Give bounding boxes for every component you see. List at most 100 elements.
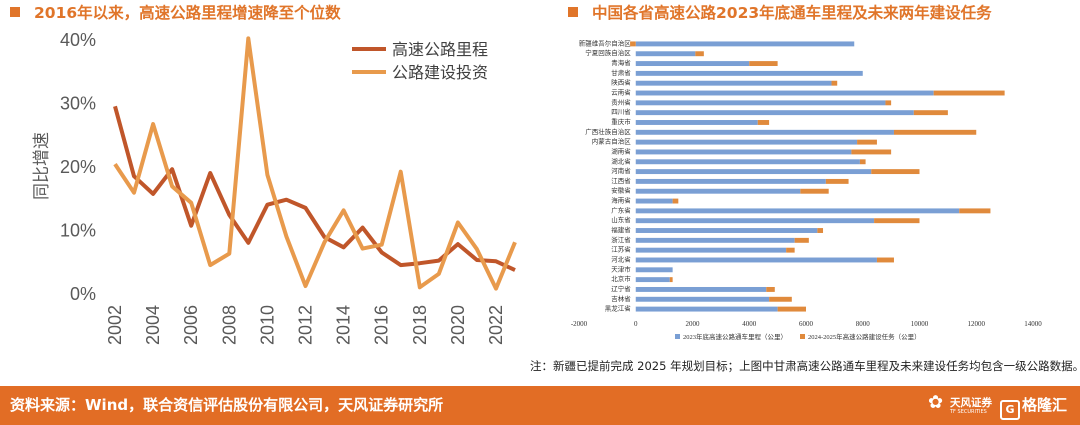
bar-task <box>933 90 1005 96</box>
gelonghui-logo-text: 格隆汇 <box>1022 396 1068 414</box>
x-tick-label: 10000 <box>911 320 929 328</box>
category-label: 云南省 <box>611 88 631 97</box>
left-chart-title: 2016年以来，高速公路里程增速降至个位数 <box>10 2 341 24</box>
bar-task <box>825 178 849 184</box>
bar-task <box>913 110 948 116</box>
bar-existing <box>635 286 767 292</box>
g-mark-icon: G <box>1000 400 1020 420</box>
x-tick-label: -2000 <box>571 320 588 328</box>
bar-existing <box>635 267 673 273</box>
legend-label-1: 2023年底高速公路通车里程（公里） <box>683 332 787 341</box>
growth-line-chart: 0% 10% 20% 30% 40% 2002 2004 2006 2008 2010 2012 20… <box>32 30 517 345</box>
legend-swatch-2 <box>800 334 805 339</box>
bar-existing <box>635 120 758 125</box>
bar-existing <box>635 80 832 86</box>
category-label: 福建省 <box>611 225 631 234</box>
flower-icon: ✿ <box>928 392 944 413</box>
x-tick-label: 0 <box>634 320 638 328</box>
x-tick-label: 2010 <box>257 305 277 345</box>
category-label: 湖北省 <box>611 156 631 165</box>
legend-label-2: 2024-2025年高速公路建设任务（公里） <box>808 332 921 341</box>
category-label: 天津市 <box>611 264 631 273</box>
bar-existing <box>635 149 852 155</box>
category-label: 新疆维吾尔自治区 <box>579 38 632 47</box>
x-tick-label: 4000 <box>742 320 757 328</box>
bar-existing <box>635 129 894 135</box>
bar-existing <box>635 218 875 224</box>
y-tick-label: 30% <box>60 94 96 114</box>
bar-task <box>859 159 866 165</box>
legend-swatch-1 <box>675 334 680 339</box>
category-label: 陕西省 <box>611 78 631 87</box>
bar-task <box>757 120 770 125</box>
x-tick-label: 2014 <box>334 305 354 345</box>
x-tick-label: 8000 <box>856 320 871 328</box>
footnote: 注：新疆已提前完成 2025 年规划目标；上图中甘肃高速公路通车里程及未来建设任… <box>530 359 1080 373</box>
category-label: 河北省 <box>611 254 631 263</box>
footer-bar: 资料来源：Wind，联合资信评估股份有限公司，天风证券研究所 ✿ 天风证券 TF… <box>0 386 1080 425</box>
source-text: 资料来源：Wind，联合资信评估股份有限公司，天风证券研究所 <box>10 396 444 414</box>
x-tick-label: 2002 <box>105 305 125 345</box>
bar-task <box>672 198 679 204</box>
bar-task <box>817 228 824 233</box>
x-tick-label: 2004 <box>143 305 163 345</box>
tf-logo-cn: 天风证券 <box>950 397 992 409</box>
bar-existing <box>635 296 770 302</box>
bar-task <box>786 247 795 253</box>
x-tick-label: 2022 <box>486 305 506 345</box>
category-label: 江苏省 <box>611 245 631 254</box>
category-label: 浙江省 <box>611 235 631 244</box>
bar-existing <box>635 188 801 194</box>
category-label: 江西省 <box>611 176 631 185</box>
y-tick-label: 20% <box>60 157 96 177</box>
bar-task <box>630 41 636 47</box>
category-label: 内蒙古自治区 <box>592 137 632 146</box>
bar-existing <box>635 228 818 233</box>
bar-existing <box>635 70 863 76</box>
x-tick-label: 2008 <box>219 305 239 345</box>
x-tick-label: 6000 <box>799 320 814 328</box>
category-label: 青海省 <box>611 58 631 67</box>
category-label: 河南省 <box>611 166 631 175</box>
category-label: 广西壮族自治区 <box>585 127 631 136</box>
bar-task <box>857 139 877 145</box>
series-line-2 <box>113 36 517 291</box>
bar-task <box>749 61 778 67</box>
bar-existing <box>635 237 795 243</box>
bar-task <box>669 277 673 283</box>
bar-task <box>831 80 838 86</box>
category-label: 海南省 <box>611 196 631 205</box>
x-tick-label: 2020 <box>448 305 468 345</box>
bar-task <box>800 188 829 194</box>
y-tick-label: 0% <box>70 284 96 304</box>
category-label: 辽宁省 <box>611 284 631 293</box>
right-chart-title-text: 中国各省高速公路2023年底通车里程及未来两年建设任务 <box>592 4 992 22</box>
bar-existing <box>635 41 855 47</box>
gelonghui-logo: G 格隆汇 <box>1000 394 1067 420</box>
category-label: 安徽省 <box>611 186 631 195</box>
bar-task <box>885 100 892 106</box>
y-tick-label: 40% <box>60 30 96 50</box>
x-tick-label: 14000 <box>1024 320 1042 328</box>
bar-existing <box>635 247 787 253</box>
bar-existing <box>635 257 877 263</box>
bar-existing <box>635 198 673 204</box>
x-tick-label: 2012 <box>295 305 315 345</box>
bar-task <box>777 306 806 312</box>
bar-existing <box>635 208 960 214</box>
x-tick-label: 2000 <box>686 320 701 328</box>
bar-existing <box>635 277 670 283</box>
category-label: 宁夏回族自治区 <box>585 48 631 57</box>
bar-task <box>959 208 991 214</box>
category-label: 北京市 <box>611 274 631 283</box>
legend-label-1: 高速公路里程 <box>392 40 488 59</box>
square-bullet-icon <box>10 7 20 17</box>
bar-existing <box>635 139 858 145</box>
category-label: 重庆市 <box>611 117 631 126</box>
bar-existing <box>635 61 750 67</box>
bar-task <box>769 296 792 302</box>
bar-existing <box>635 169 872 175</box>
bar-task <box>766 286 775 292</box>
category-label: 吉林省 <box>611 294 631 303</box>
right-chart-title: 中国各省高速公路2023年底通车里程及未来两年建设任务 <box>568 2 992 24</box>
